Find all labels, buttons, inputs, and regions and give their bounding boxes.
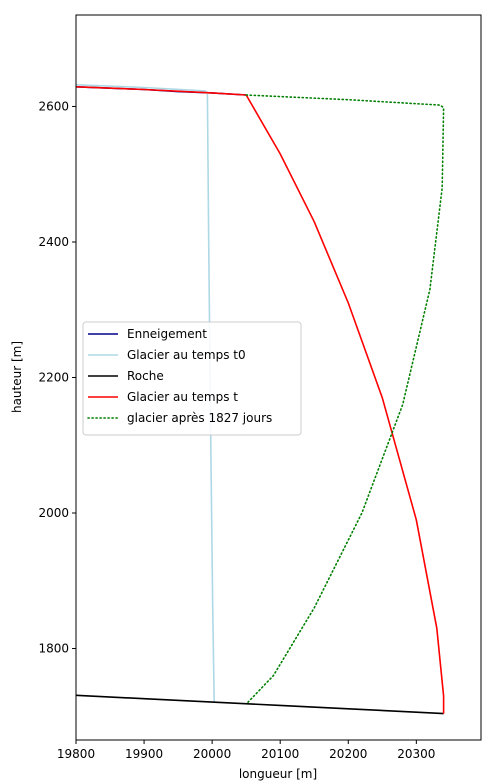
series-line-glacier-au-temps-t xyxy=(76,86,445,714)
x-tick-label: 20100 xyxy=(261,747,299,761)
legend-label-glacier-apres-1827-jours: glacier après 1827 jours xyxy=(127,411,272,425)
y-tick-label: 2200 xyxy=(38,371,69,385)
legend-box xyxy=(82,321,302,436)
y-tick-label: 1800 xyxy=(38,642,69,656)
legend-label-glacier-au-temps-t0: Glacier au temps t0 xyxy=(127,348,246,362)
series-line-glacier-au-temps-t0 xyxy=(76,84,215,703)
series-layer xyxy=(76,84,445,715)
legend: Enneigement Glacier au temps t0 Roche Glaci… xyxy=(82,321,302,436)
y-axis-label: hauteur [m] xyxy=(10,341,24,413)
x-tick-label: 19900 xyxy=(125,747,163,761)
x-tick-label: 19800 xyxy=(57,747,95,761)
ticks-layer: 19800 19900 20000 20100 20200 20300 1800 2000 22… xyxy=(38,99,435,761)
legend-label-glacier-au-temps-t: Glacier au temps t xyxy=(127,390,238,404)
x-tick-label: 20000 xyxy=(193,747,231,761)
series-line-roche xyxy=(76,694,444,715)
y-tick-label: 2000 xyxy=(38,506,69,520)
legend-label-roche: Roche xyxy=(127,369,164,383)
y-tick-label: 2400 xyxy=(38,235,69,249)
y-tick-label: 2600 xyxy=(38,99,69,113)
x-tick-label: 20200 xyxy=(329,747,367,761)
legend-label-enneigement: Enneigement xyxy=(127,327,207,341)
x-axis-label: longueur [m] xyxy=(239,767,317,781)
series-line-glacier-apres-1827-jours xyxy=(245,94,445,705)
x-tick-label: 20300 xyxy=(397,747,435,761)
